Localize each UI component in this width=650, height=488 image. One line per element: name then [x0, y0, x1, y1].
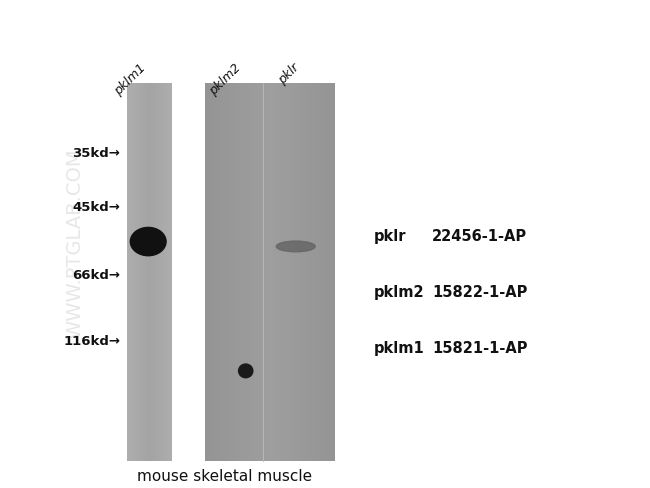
Text: pklr: pklr [374, 229, 406, 244]
Text: 35kd→: 35kd→ [72, 147, 120, 160]
Text: pklm1: pklm1 [374, 342, 424, 356]
Text: 15821-1-AP: 15821-1-AP [432, 342, 528, 356]
Text: mouse skeletal muscle: mouse skeletal muscle [136, 469, 312, 485]
Text: pklr: pklr [276, 61, 302, 87]
Text: pklm1: pklm1 [112, 61, 148, 98]
Text: 66kd→: 66kd→ [72, 269, 120, 282]
Text: 15822-1-AP: 15822-1-AP [432, 285, 528, 300]
Ellipse shape [239, 364, 253, 378]
Text: pklm2: pklm2 [207, 61, 244, 98]
Text: 116kd→: 116kd→ [63, 335, 120, 348]
Text: 22456-1-AP: 22456-1-AP [432, 229, 527, 244]
Text: pklm2: pklm2 [374, 285, 424, 300]
Ellipse shape [276, 241, 315, 252]
Ellipse shape [131, 227, 166, 256]
Text: WWW.PTGLAB.COM: WWW.PTGLAB.COM [65, 149, 84, 339]
Text: 45kd→: 45kd→ [72, 201, 120, 214]
